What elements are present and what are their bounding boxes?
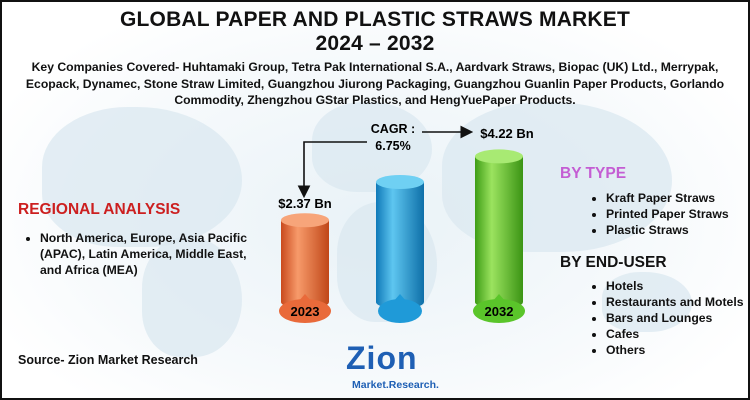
by-type-list: Kraft Paper StrawsPrinted Paper StrawsPl… bbox=[586, 190, 748, 238]
world-map-background bbox=[142, 237, 242, 357]
bar-2023-body bbox=[281, 220, 329, 309]
value-label: $4.22 Bn bbox=[480, 126, 534, 141]
by-end-user-heading: BY END-USER bbox=[560, 254, 667, 271]
bar-2032-body bbox=[475, 156, 523, 309]
by-type-list-item: Printed Paper Straws bbox=[606, 206, 748, 222]
title-line-1: GLOBAL PAPER AND PLASTIC STRAWS MARKET bbox=[119, 8, 631, 31]
bar-2023-cap bbox=[281, 213, 329, 228]
bar-middle-badge bbox=[378, 299, 422, 323]
bar-middle-cap bbox=[376, 175, 424, 189]
bar-2032: 2032 $4.22 Bn bbox=[473, 126, 534, 323]
category-label: 2023 bbox=[291, 304, 320, 319]
cagr-value: 6.75% bbox=[375, 139, 410, 153]
value-label: $2.37 Bn bbox=[278, 196, 332, 211]
source-text: Source- Zion Market Research bbox=[18, 353, 198, 367]
by-type-list-item: Kraft Paper Straws bbox=[606, 190, 748, 206]
cagr-label: CAGR : bbox=[371, 122, 415, 136]
bar-middle-body bbox=[376, 182, 424, 309]
regional-list: North America, Europe, Asia Pacific (APA… bbox=[20, 230, 265, 278]
bar-2032-badge bbox=[473, 299, 525, 323]
logo-subtitle: Market.Research. bbox=[352, 379, 439, 391]
category-label: 2032 bbox=[485, 304, 514, 319]
by-end-user-list-item: Hotels bbox=[606, 278, 748, 294]
bar-2023-badge bbox=[279, 299, 331, 323]
page-title: GLOBAL PAPER AND PLASTIC STRAWS MARKET 2… bbox=[2, 8, 748, 56]
by-type-heading: BY TYPE bbox=[560, 165, 627, 182]
by-end-user-list-item: Restaurants and Motels bbox=[606, 294, 748, 310]
world-map-background bbox=[42, 107, 242, 247]
by-end-user-list-item: Bars and Lounges bbox=[606, 310, 748, 326]
by-end-user-list-item: Cafes bbox=[606, 326, 748, 342]
key-companies-text: Key Companies Covered- Huhtamaki Group, … bbox=[25, 60, 725, 107]
logo-wordmark: Zion bbox=[346, 340, 418, 376]
bar-2023: 2023 $2.37 Bn bbox=[278, 196, 332, 323]
bar-middle bbox=[376, 175, 424, 323]
bar-2032-cap bbox=[475, 149, 523, 164]
by-type-list-item: Plastic Straws bbox=[606, 222, 748, 238]
zion-logo: Zion Market.Research. bbox=[346, 340, 446, 398]
by-end-user-list: HotelsRestaurants and MotelsBars and Lou… bbox=[586, 278, 748, 358]
by-end-user-list-item: Others bbox=[606, 342, 748, 358]
regional-list-item: North America, Europe, Asia Pacific (APA… bbox=[40, 230, 265, 278]
regional-analysis-heading: REGIONAL ANALYSIS bbox=[18, 201, 181, 218]
world-map-background bbox=[602, 272, 692, 332]
title-line-2: 2024 – 2032 bbox=[315, 32, 435, 55]
cagr-arrow-down bbox=[297, 141, 367, 199]
